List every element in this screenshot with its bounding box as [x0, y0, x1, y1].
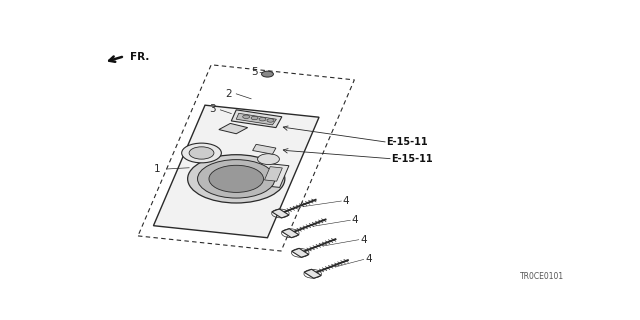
Polygon shape [264, 167, 282, 181]
Polygon shape [253, 144, 276, 154]
Circle shape [267, 119, 274, 122]
Text: 5: 5 [252, 68, 258, 77]
Polygon shape [219, 124, 248, 134]
Text: 4: 4 [365, 254, 372, 264]
Text: FR.: FR. [129, 52, 149, 62]
Circle shape [182, 143, 221, 163]
Polygon shape [236, 113, 276, 125]
Text: 4: 4 [352, 215, 358, 225]
Text: 2: 2 [225, 89, 232, 99]
Text: 4: 4 [343, 196, 349, 206]
Text: 4: 4 [360, 235, 367, 245]
Circle shape [243, 115, 250, 118]
Circle shape [189, 147, 214, 159]
Text: 3: 3 [210, 104, 216, 114]
Circle shape [188, 155, 285, 203]
Polygon shape [292, 248, 309, 257]
Circle shape [209, 165, 264, 192]
Polygon shape [253, 163, 289, 188]
Polygon shape [154, 105, 319, 238]
Circle shape [259, 117, 266, 121]
Text: E-15-11: E-15-11 [387, 137, 428, 148]
Text: 1: 1 [154, 164, 160, 174]
Circle shape [198, 160, 275, 198]
Polygon shape [272, 209, 289, 218]
Polygon shape [231, 110, 282, 128]
Text: TR0CE0101: TR0CE0101 [520, 272, 564, 281]
Circle shape [251, 116, 258, 120]
Polygon shape [304, 269, 321, 278]
Text: E-15-11: E-15-11 [392, 154, 433, 164]
Polygon shape [282, 228, 299, 238]
Circle shape [257, 154, 280, 164]
Circle shape [262, 71, 273, 77]
